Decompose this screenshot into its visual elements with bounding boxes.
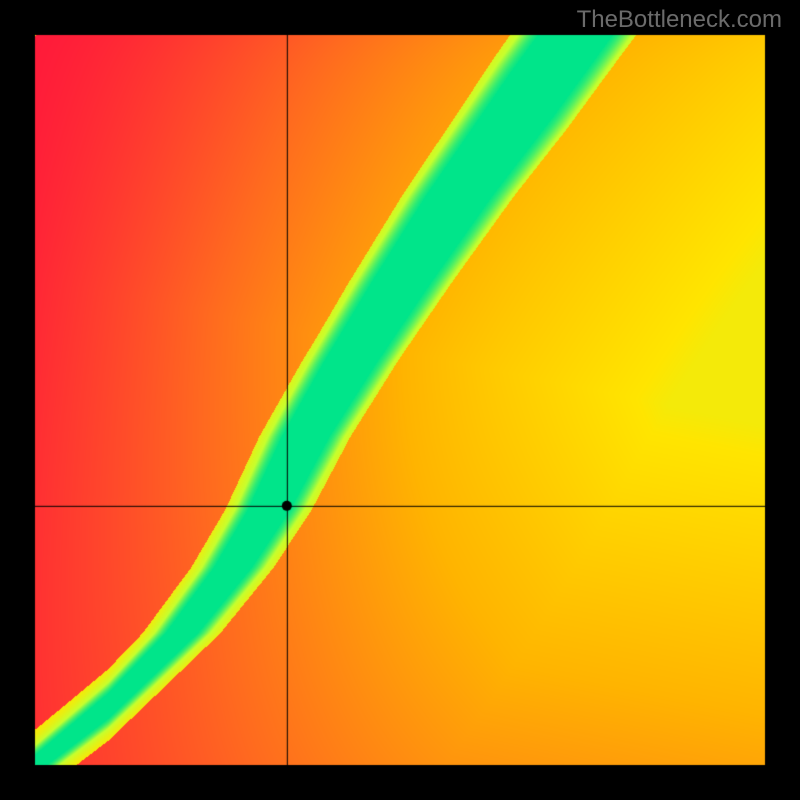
chart-container: TheBottleneck.com <box>0 0 800 800</box>
watermark-text: TheBottleneck.com <box>577 6 782 34</box>
bottleneck-heatmap <box>0 0 800 800</box>
